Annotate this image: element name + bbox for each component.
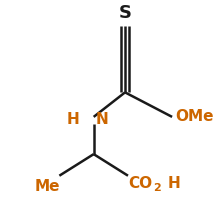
Text: S: S bbox=[119, 4, 132, 22]
Text: CO: CO bbox=[128, 176, 152, 191]
Text: N: N bbox=[96, 112, 108, 127]
Text: Me: Me bbox=[35, 179, 60, 194]
Text: OMe: OMe bbox=[175, 109, 214, 124]
Text: H: H bbox=[167, 176, 180, 191]
Text: H: H bbox=[66, 112, 79, 127]
Text: 2: 2 bbox=[153, 183, 161, 193]
